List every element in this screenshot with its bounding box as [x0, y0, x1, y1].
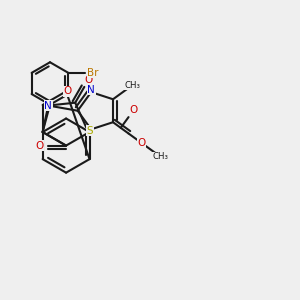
Text: O: O: [137, 138, 146, 148]
Text: O: O: [35, 141, 44, 151]
Text: N: N: [87, 85, 95, 95]
Text: S: S: [86, 126, 93, 136]
Text: CH₃: CH₃: [153, 152, 169, 161]
Text: Br: Br: [87, 68, 98, 78]
Text: O: O: [84, 75, 93, 85]
Text: O: O: [63, 86, 72, 96]
Text: CH₃: CH₃: [124, 81, 140, 90]
Text: O: O: [129, 105, 137, 116]
Text: N: N: [44, 100, 52, 110]
